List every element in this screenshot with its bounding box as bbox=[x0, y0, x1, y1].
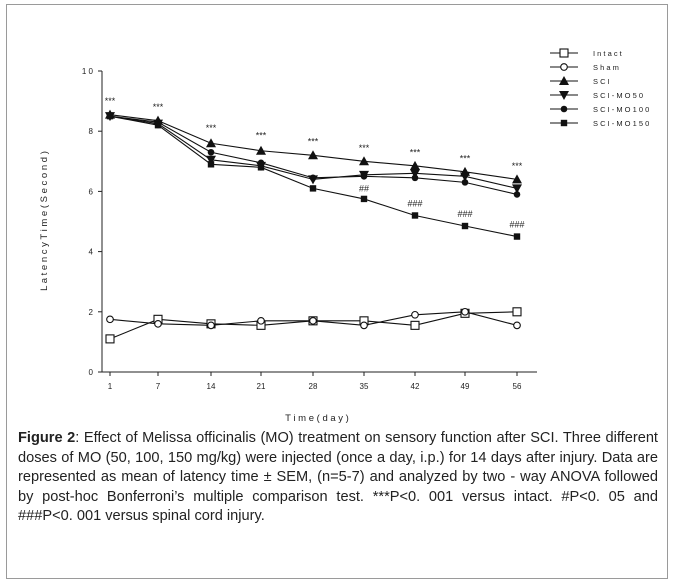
y-axis-title: L a t e n c y T i m e ( S e c o n d ) bbox=[39, 151, 50, 291]
y-tick-label: 8 bbox=[89, 127, 94, 136]
data-point bbox=[360, 195, 368, 203]
data-point bbox=[512, 174, 522, 184]
significance-annotation: *** bbox=[308, 137, 319, 147]
latency-line-chart: 0 2 4 6 8 1 0 1 7 14 21 28 35 42 49 56 T i m e ( d a y … bbox=[39, 48, 649, 424]
data-point bbox=[257, 164, 265, 171]
y-tick-label: 0 bbox=[89, 368, 94, 377]
data-point bbox=[308, 150, 318, 160]
data-point bbox=[206, 138, 216, 148]
x-tick-label: 35 bbox=[360, 382, 369, 391]
caption-text: : Effect of Melissa officinalis (MO) tre… bbox=[18, 430, 658, 525]
figure-frame: 0 2 4 6 8 1 0 1 7 14 21 28 35 42 49 56 T i m e ( d a y … bbox=[6, 4, 668, 579]
legend-marker bbox=[560, 119, 568, 127]
data-point bbox=[411, 212, 419, 219]
y-tick-label: 1 0 bbox=[82, 67, 94, 76]
legend-marker bbox=[560, 105, 568, 113]
data-point bbox=[461, 307, 469, 316]
data-point bbox=[512, 184, 522, 194]
data-point bbox=[411, 310, 419, 319]
data-point bbox=[154, 121, 162, 129]
x-axis-title: T i m e ( d a y ) bbox=[285, 413, 349, 424]
data-point bbox=[359, 156, 369, 166]
significance-annotation: ### bbox=[457, 209, 472, 219]
significance-annotation: *** bbox=[105, 96, 116, 106]
legend-marker bbox=[559, 91, 569, 100]
significance-annotation: *** bbox=[512, 161, 523, 171]
data-point bbox=[360, 321, 368, 330]
legend-label: S C I - M O 1 5 0 bbox=[593, 119, 649, 128]
x-tick-label: 49 bbox=[461, 382, 470, 391]
data-point bbox=[513, 321, 521, 330]
data-point bbox=[513, 191, 521, 198]
data-point bbox=[410, 160, 420, 170]
y-tick-label: 2 bbox=[89, 308, 94, 317]
significance-annotation: *** bbox=[256, 131, 267, 141]
data-point bbox=[309, 174, 317, 182]
legend-label: S C I - M O 1 0 0 bbox=[593, 105, 649, 114]
legend-label: S h a m bbox=[593, 63, 619, 72]
legend-label: I n t a c t bbox=[593, 49, 623, 58]
data-point bbox=[256, 145, 266, 155]
x-tick-label: 1 bbox=[108, 382, 113, 391]
data-point bbox=[206, 155, 216, 165]
data-point bbox=[461, 222, 469, 230]
figure-caption: Figure 2: Effect of Melissa officinalis … bbox=[18, 429, 658, 527]
data-point bbox=[154, 319, 162, 328]
data-point bbox=[410, 320, 420, 330]
data-point bbox=[207, 148, 215, 156]
significance-annotation: ## bbox=[359, 183, 369, 193]
significance-annotation: ### bbox=[509, 220, 524, 230]
significance-annotation: ### bbox=[407, 198, 422, 208]
y-tick-label: 4 bbox=[89, 248, 94, 257]
legend-marker bbox=[559, 76, 569, 85]
legend-label: S C I bbox=[593, 77, 610, 86]
significance-annotation: *** bbox=[410, 147, 421, 157]
data-point bbox=[512, 307, 522, 317]
significance-annotation: *** bbox=[359, 143, 370, 153]
x-tick-label: 21 bbox=[257, 382, 266, 391]
data-point bbox=[105, 334, 115, 344]
data-point bbox=[207, 161, 215, 168]
data-point bbox=[460, 172, 470, 182]
legend-marker bbox=[559, 48, 569, 58]
y-tick-label: 6 bbox=[89, 187, 94, 196]
data-point bbox=[309, 185, 317, 192]
x-tick-label: 7 bbox=[156, 382, 161, 391]
x-tick-label: 14 bbox=[207, 382, 216, 391]
legend-label: S C I - M O 5 0 bbox=[593, 91, 643, 100]
data-point bbox=[106, 315, 114, 324]
significance-annotation: *** bbox=[153, 102, 164, 112]
data-point bbox=[411, 174, 419, 182]
series-line-2 bbox=[109, 114, 518, 180]
significance-annotation: *** bbox=[460, 153, 471, 163]
caption-label: Figure 2 bbox=[18, 430, 76, 446]
x-tick-label: 42 bbox=[411, 382, 420, 391]
data-point bbox=[360, 173, 368, 180]
data-point bbox=[207, 321, 215, 330]
data-point bbox=[257, 316, 265, 325]
data-point bbox=[513, 233, 521, 240]
x-tick-label: 56 bbox=[513, 382, 522, 391]
data-point bbox=[309, 316, 317, 325]
significance-annotation: *** bbox=[206, 123, 217, 133]
x-tick-label: 28 bbox=[309, 382, 318, 391]
data-point bbox=[106, 112, 114, 120]
data-point bbox=[461, 179, 469, 186]
data-point bbox=[410, 169, 420, 179]
legend-marker bbox=[560, 63, 568, 71]
